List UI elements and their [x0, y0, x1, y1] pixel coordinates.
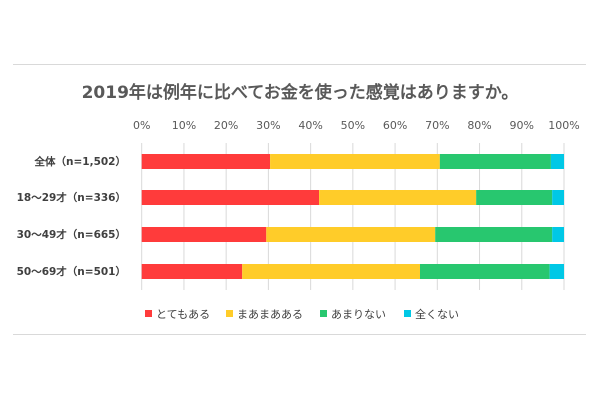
category-label: 30～49才（n=665）: [17, 228, 126, 241]
legend-swatch: [320, 310, 327, 317]
category-label: 18～29才（n=336）: [17, 191, 126, 204]
bar-segment: [439, 154, 551, 169]
chart-title: 2019年は例年に比べてお金を使った感覚はありますか。: [81, 83, 519, 103]
legend-swatch: [145, 310, 152, 317]
x-tick-label: 70%: [425, 119, 449, 132]
category-label: 50～69才（n=501）: [17, 265, 126, 278]
bar-segment: [476, 190, 553, 205]
x-tick-label: 40%: [298, 119, 322, 132]
bar-segment: [242, 264, 420, 279]
bar-segment: [141, 154, 271, 169]
x-tick-label: 20%: [214, 119, 238, 132]
x-tick-label: 30%: [256, 119, 280, 132]
legend-label: まあまあある: [237, 308, 303, 321]
bar-segment: [319, 190, 477, 205]
x-tick-label: 80%: [467, 119, 491, 132]
bar-segment: [549, 264, 564, 279]
x-tick-label: 0%: [133, 119, 150, 132]
legend-label: あまりない: [331, 308, 386, 321]
bar-segment: [266, 227, 436, 242]
legend-swatch: [404, 310, 411, 317]
bar-segment: [141, 190, 320, 205]
bar-segment: [435, 227, 553, 242]
bar-segment: [141, 227, 267, 242]
bar-segment: [419, 264, 550, 279]
x-tick-label: 60%: [383, 119, 407, 132]
bar-segment: [552, 227, 564, 242]
legend-swatch: [226, 310, 233, 317]
x-tick-label: 90%: [510, 119, 534, 132]
bar-segment: [552, 190, 564, 205]
bar-segment: [141, 264, 243, 279]
bar-segment: [550, 154, 564, 169]
category-label: 全体（n=1,502）: [34, 155, 127, 168]
legend-label: 全くない: [415, 307, 459, 321]
bar-segment: [270, 154, 440, 169]
x-tick-label: 50%: [341, 119, 365, 132]
legend-label: とてもある: [156, 308, 210, 321]
x-tick-label: 100%: [548, 119, 579, 132]
chart-frame: [13, 64, 586, 335]
x-tick-label: 10%: [172, 119, 196, 132]
